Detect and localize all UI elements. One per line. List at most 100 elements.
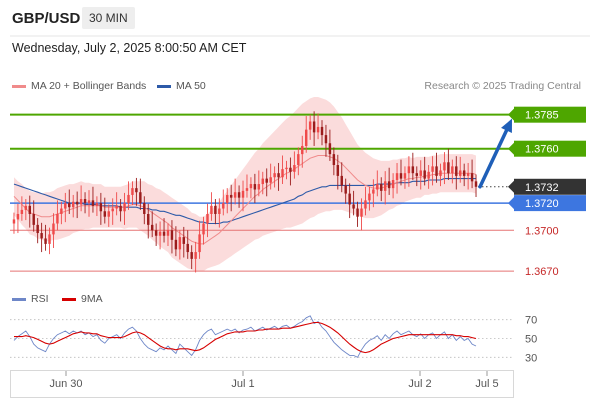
candle-body: [462, 170, 466, 176]
candle-body: [383, 181, 387, 191]
candle-body: [198, 234, 201, 253]
candle-body: [60, 208, 63, 214]
candle-body: [162, 231, 166, 236]
candle-body: [123, 203, 126, 212]
candle-body: [170, 230, 174, 240]
candle-body: [202, 223, 205, 235]
candle-body: [91, 200, 95, 206]
candle-body: [387, 181, 391, 189]
candle-body: [147, 213, 150, 225]
projection-arrow-shaft: [478, 128, 509, 189]
candle-body: [218, 208, 221, 214]
candle-body: [229, 194, 233, 198]
candle-body: [431, 166, 434, 172]
ma20-swatch: [12, 84, 26, 88]
candle-body: [447, 162, 450, 174]
candle-body: [372, 189, 375, 194]
level-label-1-3785: 1.3785: [525, 110, 559, 122]
candle-body: [281, 169, 284, 178]
rsi-tick-70: 70: [525, 315, 537, 327]
legend-rsi: RSI: [12, 293, 49, 305]
candle-body: [399, 173, 403, 179]
rsi-tick-30: 30: [525, 352, 537, 364]
level-label-1-3760: 1.3760: [525, 144, 559, 156]
candle-body: [16, 213, 20, 220]
candle-body: [190, 252, 193, 259]
candle-body: [222, 203, 225, 209]
candle-body: [103, 211, 107, 217]
rsi-swatch: [12, 297, 26, 301]
candle-body: [277, 173, 280, 178]
candle-body: [403, 173, 407, 179]
candle-body: [380, 184, 383, 191]
level-label-pointer-1-3732: [508, 180, 514, 193]
candle-body: [158, 231, 162, 236]
candle-body: [391, 179, 395, 189]
candle-body: [293, 165, 296, 172]
candle-body: [265, 178, 268, 183]
candle-body: [241, 190, 245, 198]
ma50-line: [13, 178, 476, 225]
level-label-box-1-3732: [514, 178, 586, 195]
candle-body: [182, 237, 186, 244]
candle-body: [83, 199, 87, 204]
candle-body: [470, 173, 474, 182]
level-label-1-3732: 1.3732: [525, 182, 559, 194]
x-tick-label: Jun 30: [49, 378, 82, 390]
legend-9ma-label: 9MA: [81, 293, 103, 305]
chart-header: GBP/USD 30 MIN: [0, 0, 590, 36]
candle-body: [455, 166, 458, 176]
candle-body: [226, 194, 229, 204]
level-label-1-3700: 1.3700: [525, 225, 559, 237]
candle-body: [36, 224, 39, 234]
candle-body: [20, 209, 24, 214]
candle-body: [316, 126, 320, 133]
candle-body: [427, 171, 430, 179]
candle-body: [107, 211, 110, 217]
candle-body: [87, 200, 91, 204]
candle-body: [150, 224, 154, 231]
candle-body: [308, 121, 312, 130]
candle-body: [348, 193, 351, 205]
candle-body: [206, 213, 209, 224]
candle-body: [71, 201, 75, 208]
level-label-pointer-1-3720: [508, 197, 514, 210]
rsi-chart: 70 50 30: [10, 315, 537, 364]
candle-body: [336, 165, 340, 176]
candle-body: [257, 184, 261, 190]
candle-body: [99, 203, 103, 212]
rsi-line: [13, 315, 477, 358]
symbol-title: GBP/USD: [12, 10, 81, 27]
x-axis-frame: [10, 370, 514, 398]
candle-body: [301, 145, 304, 155]
candle-body: [269, 177, 272, 183]
candle-body: [328, 143, 332, 155]
candle-body: [423, 170, 426, 179]
candle-body: [28, 205, 31, 214]
candle-body: [68, 203, 71, 208]
candle-body: [154, 230, 158, 236]
candle-body: [376, 184, 379, 190]
candle-body: [127, 194, 130, 204]
candle-body: [451, 166, 454, 174]
candle-body: [459, 170, 462, 176]
candle-body: [186, 243, 189, 253]
legend-ma20-label: MA 20 + Bollinger Bands: [31, 80, 147, 92]
candle-body: [166, 230, 170, 236]
x-tick-label: Jul 1: [231, 378, 254, 390]
candle-body: [249, 184, 253, 189]
level-label-box-1-3785: [514, 106, 586, 123]
candle-body: [411, 166, 415, 174]
rsi-9ma-line: [14, 321, 477, 354]
legend-ma50-label: MA 50: [176, 80, 206, 92]
candle-body: [419, 170, 422, 176]
candle-body: [135, 188, 138, 193]
candle-body: [233, 192, 237, 198]
candle-body: [435, 166, 438, 176]
candle-body: [344, 185, 347, 194]
timeframe-button[interactable]: 30 MIN: [82, 7, 135, 29]
candle-body: [273, 173, 276, 178]
x-tick-label: Jul 2: [408, 378, 431, 390]
candle-body: [415, 173, 419, 176]
